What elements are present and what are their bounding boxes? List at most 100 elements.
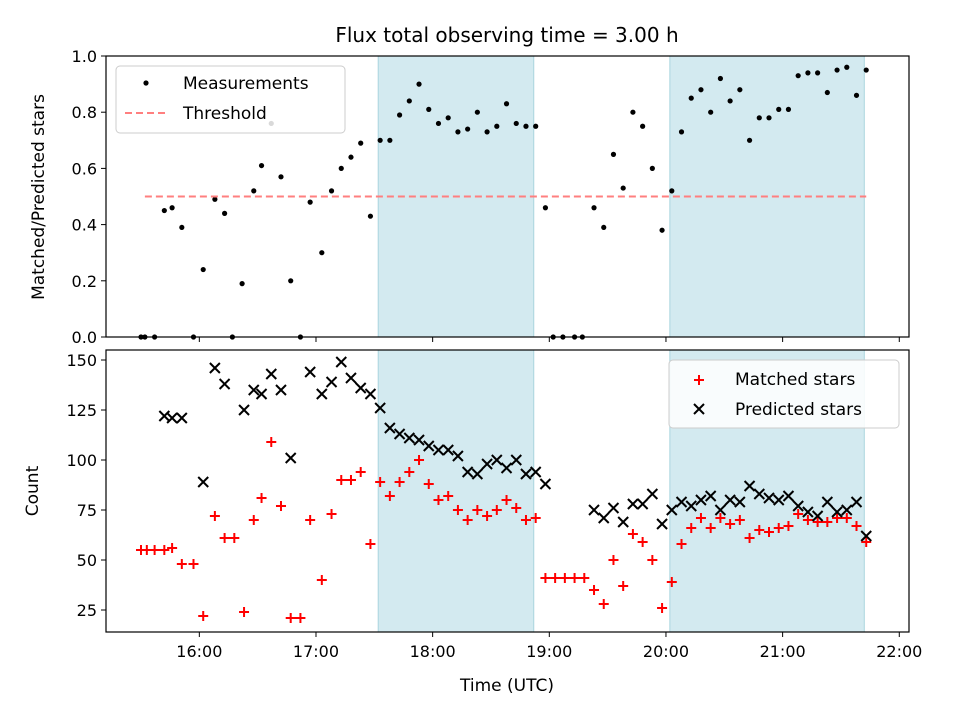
top-y-tick-label: 0.6	[72, 159, 97, 178]
predicted-stars-point	[617, 516, 629, 528]
bottom-y-tick-label: 25	[77, 601, 97, 620]
matched-stars-point	[841, 513, 852, 523]
bottom-y-axis-label: Count	[23, 465, 43, 516]
predicted-stars-point	[539, 478, 552, 490]
measurement-point	[367, 213, 374, 219]
measurement-point	[630, 109, 636, 115]
measurement-point	[708, 109, 714, 115]
measurement-point	[795, 73, 801, 79]
matched-stars-point	[627, 529, 638, 539]
matched-stars-point	[326, 509, 337, 519]
measurement-point	[844, 64, 850, 70]
matched-stars-point	[822, 517, 833, 527]
measurement-point	[426, 106, 432, 112]
matched-stars-point	[375, 477, 386, 487]
predicted-stars-point	[714, 504, 727, 516]
legend-predicted-marker	[693, 403, 705, 415]
measurement-point	[805, 70, 811, 76]
matched-stars-point	[285, 613, 296, 623]
predicted-stars-point	[529, 466, 542, 478]
matched-stars-point	[275, 501, 286, 511]
predicted-stars-point	[238, 404, 250, 416]
measurement-point	[853, 92, 860, 98]
predicted-stars-point	[510, 454, 522, 466]
matched-stars-point	[783, 521, 794, 531]
matched-stars-point	[266, 437, 277, 447]
top-y-tick-label: 0.2	[72, 272, 97, 291]
predicted-stars-point	[500, 462, 513, 474]
measurement-point	[776, 106, 782, 112]
predicted-stars-point	[704, 490, 717, 502]
matched-stars-point	[443, 491, 454, 501]
measurement-point	[387, 137, 393, 143]
predicted-stars-point	[442, 444, 454, 456]
matched-stars-point	[686, 523, 697, 533]
matched-stars-point	[657, 603, 668, 613]
matched-stars-point	[618, 581, 629, 591]
bottom-series-plus	[135, 437, 872, 623]
matched-stars-point	[462, 515, 473, 525]
predicted-stars-point	[627, 498, 639, 510]
measurement-point	[824, 89, 830, 96]
predicted-stars-point	[265, 368, 277, 380]
measurement-point	[717, 75, 724, 82]
predicted-stars-point	[763, 492, 775, 504]
measurement-point	[727, 98, 733, 104]
matched-stars-point	[149, 545, 160, 555]
measurement-point	[542, 205, 549, 211]
x-tick-label: 19:00	[526, 642, 572, 661]
top-y-axis-label: Matched/Predicted stars	[29, 94, 49, 300]
matched-stars-point	[336, 475, 347, 485]
predicted-stars-point	[345, 372, 357, 384]
measurement-point	[737, 87, 743, 93]
matched-stars-point	[219, 533, 230, 543]
top-y-tick-label: 0.4	[72, 216, 97, 235]
measurement-point	[601, 224, 607, 231]
matched-stars-point	[744, 533, 755, 543]
measurement-point	[766, 115, 772, 121]
top-y-tick-label: 1.0	[72, 47, 97, 66]
measurement-point	[513, 120, 519, 127]
predicted-stars-point	[520, 468, 532, 480]
predicted-stars-point	[841, 504, 853, 516]
legend-predicted-label: Predicted stars	[735, 400, 862, 420]
measurement-point	[688, 95, 694, 101]
matched-stars-point	[550, 573, 561, 583]
matched-stars-point	[705, 523, 716, 533]
measurement-point	[179, 224, 185, 231]
matched-stars-point	[167, 543, 178, 553]
measurement-point	[222, 210, 228, 216]
predicted-stars-point	[588, 504, 600, 516]
matched-stars-point	[734, 515, 745, 525]
predicted-stars-point	[285, 452, 297, 464]
legend-box	[115, 65, 346, 134]
measurement-point	[200, 266, 206, 273]
matched-stars-point	[433, 495, 444, 505]
measurement-point	[328, 188, 335, 194]
x-tick-label: 21:00	[760, 642, 806, 661]
matched-stars-point	[812, 517, 823, 527]
measurement-point	[620, 185, 626, 191]
bottom-panel: 25 50 75 100 125 150 16:00 17:00 18:00 19:00 20:00…	[66, 349, 922, 661]
measurement-point	[358, 140, 364, 146]
measurement-point	[649, 165, 655, 171]
predicted-stars-point	[325, 376, 338, 388]
predicted-stars-point	[384, 422, 396, 434]
predicted-stars-point	[675, 496, 688, 508]
predicted-stars-point	[335, 356, 347, 368]
measurement-point	[465, 126, 471, 132]
measurement-point	[212, 196, 218, 202]
predicted-stars-point	[364, 388, 377, 400]
legend-threshold-label: Threshold	[182, 104, 267, 124]
legend-matched-marker	[694, 375, 704, 385]
measurement-point	[815, 70, 821, 76]
x-tick-label: 20:00	[643, 642, 689, 661]
matched-stars-point	[482, 511, 493, 521]
measurement-point	[435, 120, 442, 127]
predicted-stars-point	[831, 506, 843, 518]
measurement-point	[669, 188, 675, 194]
predicted-stars-point	[393, 428, 406, 440]
predicted-stars-point	[432, 444, 445, 456]
predicted-stars-point	[481, 458, 493, 470]
predicted-stars-point	[304, 366, 316, 378]
